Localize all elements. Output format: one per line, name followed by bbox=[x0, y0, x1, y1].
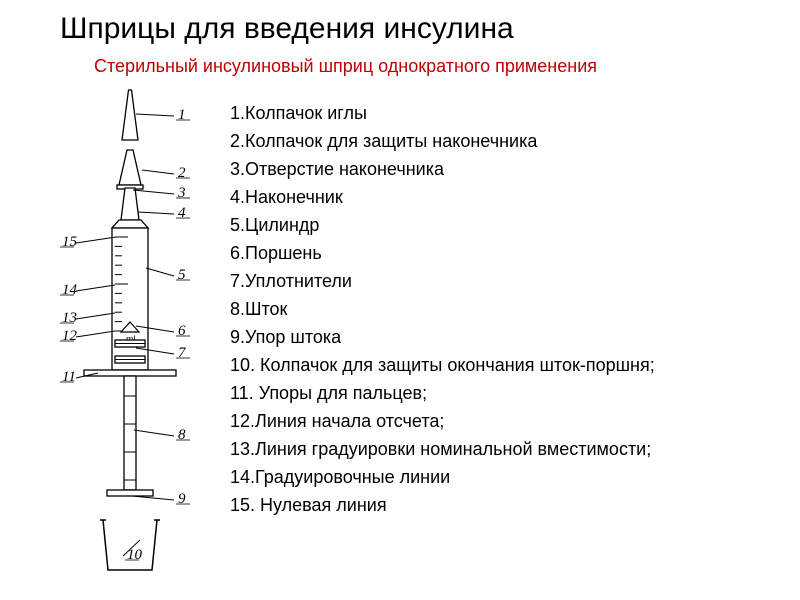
legend-item: 3.Отверстие наконечника bbox=[230, 156, 655, 183]
legend-item: 9.Упор штока bbox=[230, 324, 655, 351]
legend-item: 4.Наконечник bbox=[230, 184, 655, 211]
legend-item: 11. Упоры для пальцев; bbox=[230, 380, 655, 407]
legend-item: 6.Поршень bbox=[230, 240, 655, 267]
callout-label: 5 bbox=[178, 267, 186, 284]
subtitle: Стерильный инсулиновый шприц однократног… bbox=[94, 56, 597, 77]
page-title: Шприцы для введения инсулина bbox=[60, 12, 514, 46]
callout-label: 10 bbox=[127, 547, 142, 564]
callout-label: 3 bbox=[178, 185, 186, 202]
callout-label: 14 bbox=[62, 282, 77, 299]
callout-label: 12 bbox=[62, 328, 77, 345]
callout-label: 6 bbox=[178, 323, 186, 340]
legend-item: 2.Колпачок для защиты наконечника bbox=[230, 128, 655, 155]
callout-label: 11 bbox=[62, 369, 76, 386]
legend-item: 15. Нулевая линия bbox=[230, 492, 655, 519]
legend-item: 12.Линия начала отсчета; bbox=[230, 408, 655, 435]
legend-item: 7.Уплотнители bbox=[230, 268, 655, 295]
legend-item: 1.Колпачок иглы bbox=[230, 100, 655, 127]
legend-list: 1.Колпачок иглы2.Колпачок для защиты нак… bbox=[230, 100, 655, 520]
legend-item: 5.Цилиндр bbox=[230, 212, 655, 239]
callout-label: 7 bbox=[178, 345, 186, 362]
callout-label: 15 bbox=[62, 234, 77, 251]
syringe-diagram: ml bbox=[30, 80, 220, 590]
callout-label: 1 bbox=[178, 107, 186, 124]
callout-label: 13 bbox=[62, 310, 77, 327]
legend-item: 10. Колпачок для защиты окончания шток-п… bbox=[230, 352, 655, 379]
callout-label: 9 bbox=[178, 491, 186, 508]
legend-item: 13.Линия градуировки номинальной вместим… bbox=[230, 436, 655, 463]
callout-label: 8 bbox=[178, 427, 186, 444]
callout-label: 2 bbox=[178, 165, 186, 182]
legend-item: 8.Шток bbox=[230, 296, 655, 323]
callout-label: 4 bbox=[178, 205, 186, 222]
legend-item: 14.Градуировочные линии bbox=[230, 464, 655, 491]
